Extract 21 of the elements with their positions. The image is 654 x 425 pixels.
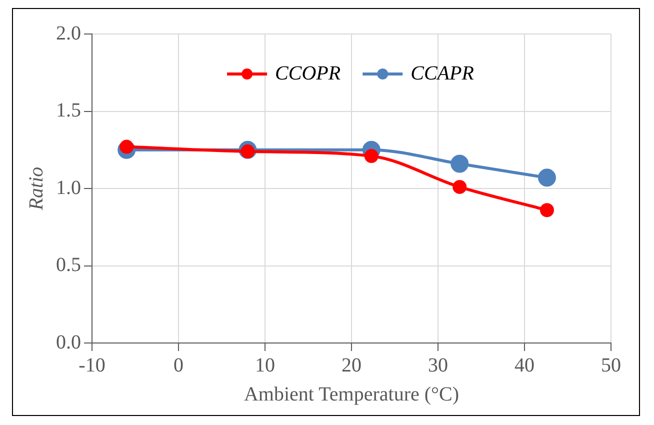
y-axis-title: Ratio xyxy=(25,166,48,212)
x-axis-title: Ambient Temperature (°C) xyxy=(244,383,460,406)
point xyxy=(450,154,469,173)
x-tick-label: 30 xyxy=(428,354,448,376)
x-tick-label: 40 xyxy=(514,354,534,376)
y-tick-label: 1.0 xyxy=(56,176,81,199)
legend-label: CCOPR xyxy=(275,62,341,84)
point xyxy=(538,168,556,187)
y-tick-label: 0.5 xyxy=(56,254,81,276)
x-tick-label: 50 xyxy=(601,354,621,376)
x-tick-label: 0 xyxy=(174,354,184,376)
point xyxy=(540,203,554,218)
point xyxy=(452,180,467,194)
y-tick-label: 2.0 xyxy=(56,22,81,44)
y-tick-label: 1.5 xyxy=(56,100,81,122)
x-tick-label: -10 xyxy=(78,354,106,376)
legend-label: CCAPR xyxy=(410,62,474,84)
x-tick-label: 10 xyxy=(255,354,275,376)
x-tick-label: 20 xyxy=(342,354,362,376)
y-tick-label: 0.0 xyxy=(56,331,81,354)
point xyxy=(364,149,378,164)
